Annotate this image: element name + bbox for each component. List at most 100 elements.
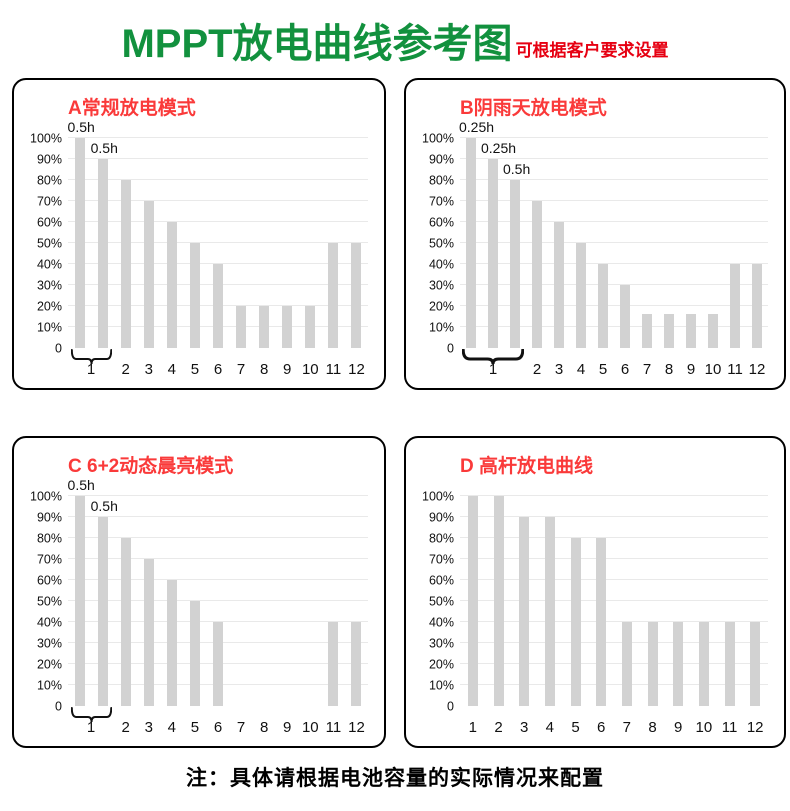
bar xyxy=(189,601,200,706)
x-tick-label: 11 xyxy=(325,719,342,736)
duration-annotation: 0.5h xyxy=(90,498,118,514)
bar xyxy=(213,622,223,706)
bar xyxy=(698,622,709,706)
y-tick-label: 70% xyxy=(428,193,454,208)
x-tick-label: 10 xyxy=(695,719,713,736)
gridline xyxy=(460,305,768,306)
hour1-group-brace xyxy=(71,349,112,365)
bar xyxy=(724,622,735,706)
y-tick-label: 10% xyxy=(428,319,454,334)
y-tick-label: 70% xyxy=(36,193,62,208)
y-axis: 100% 90% 80% 70% 60% 50% 40% 30% 20% 10% 0 xyxy=(22,132,68,354)
bar xyxy=(189,243,200,348)
bar xyxy=(97,159,108,348)
x-tick-label: 1 xyxy=(468,719,477,736)
gridline xyxy=(460,263,768,264)
y-tick-label: 40% xyxy=(36,256,62,271)
gridline xyxy=(68,158,368,159)
duration-annotation: 0.5h xyxy=(67,119,95,135)
x-tick-label: 6 xyxy=(213,361,223,378)
y-tick-label: 20% xyxy=(428,656,454,671)
gridline xyxy=(68,221,368,222)
x-tick-label: 2 xyxy=(121,361,130,378)
bar xyxy=(120,538,131,706)
x-tick-label: 7 xyxy=(622,719,631,736)
bar xyxy=(97,517,108,706)
bar xyxy=(213,264,223,348)
y-axis: 100% 90% 80% 70% 60% 50% 40% 30% 20% 10% 0 xyxy=(22,490,68,712)
bar xyxy=(143,559,154,706)
bar xyxy=(519,517,530,706)
x-tick-label: 12 xyxy=(348,361,365,378)
gridline xyxy=(460,537,768,538)
bar xyxy=(328,243,339,348)
y-tick-label: 70% xyxy=(428,551,454,566)
brace-icon xyxy=(462,349,524,365)
x-tick-label: 7 xyxy=(236,361,246,378)
y-tick-label: 0 xyxy=(55,698,62,713)
y-tick-label: 0 xyxy=(447,340,454,355)
y-tick-label: 20% xyxy=(428,298,454,313)
page: MPPT放电曲线参考图 可根据客户要求设置 A常规放电模式 100% 90% 80%… xyxy=(12,22,786,790)
gridline xyxy=(460,600,768,601)
x-tick-label: 12 xyxy=(748,361,766,378)
bar xyxy=(328,622,339,706)
gridline xyxy=(68,495,368,496)
gridline xyxy=(68,537,368,538)
y-tick-label: 50% xyxy=(36,593,62,608)
duration-annotation: 0.25h xyxy=(459,119,495,135)
y-tick-label: 50% xyxy=(36,235,62,250)
gridline xyxy=(460,326,768,327)
x-tick-label: 8 xyxy=(648,719,657,736)
page-subtitle: 可根据客户要求设置 xyxy=(515,41,669,60)
chart-title: B阴雨天放电模式 xyxy=(460,98,607,119)
gridline xyxy=(68,621,368,622)
bar xyxy=(570,538,581,706)
chart-area: 100% 90% 80% 70% 60% 50% 40% 30% 20% 10% 0 0.5h 0.5… xyxy=(22,478,368,735)
gridline xyxy=(68,137,368,138)
x-tick-label: 3 xyxy=(519,719,529,736)
chart-area: 100% 90% 80% 70% 60% 50% 40% 30% 20% 10% 0 0.25h 0.… xyxy=(414,120,768,377)
chart-title: C 6+2动态晨亮模式 xyxy=(68,456,234,477)
y-tick-label: 20% xyxy=(36,298,62,313)
brace-icon xyxy=(71,707,112,723)
brace-icon xyxy=(71,349,112,365)
x-tick-label: 5 xyxy=(598,361,608,378)
bar xyxy=(259,306,270,348)
bar xyxy=(143,201,154,348)
chart-panel-A: A常规放电模式 100% 90% 80% 70% 60% 50% 40% 30% 20% 10% 0… xyxy=(12,78,386,390)
bar xyxy=(282,306,293,348)
y-tick-label: 30% xyxy=(428,635,454,650)
bar xyxy=(642,314,652,348)
x-tick-label: 8 xyxy=(259,719,269,736)
gridline xyxy=(68,600,368,601)
y-tick-label: 50% xyxy=(428,593,454,608)
duration-annotation: 0.5h xyxy=(67,477,95,493)
gridline xyxy=(460,242,768,243)
gridline xyxy=(460,495,768,496)
gridline xyxy=(68,516,368,517)
y-tick-label: 90% xyxy=(428,151,454,166)
x-tick-label: 2 xyxy=(121,719,130,736)
gridline xyxy=(460,284,768,285)
gridline xyxy=(68,558,368,559)
hour1-group-brace xyxy=(71,707,112,723)
y-tick-label: 80% xyxy=(428,172,454,187)
y-tick-label: 30% xyxy=(36,635,62,650)
bar xyxy=(120,180,131,348)
y-tick-label: 40% xyxy=(428,256,454,271)
y-tick-label: 90% xyxy=(36,151,62,166)
x-tick-label: 5 xyxy=(190,361,200,378)
y-tick-label: 20% xyxy=(36,656,62,671)
bar xyxy=(305,306,316,348)
x-tick-label: 7 xyxy=(236,719,246,736)
x-tick-label: 5 xyxy=(571,719,580,736)
bar xyxy=(166,580,177,706)
x-tick-label: 9 xyxy=(283,719,292,736)
y-tick-label: 80% xyxy=(36,172,62,187)
bar xyxy=(686,314,696,348)
gridline xyxy=(460,621,768,622)
y-tick-label: 60% xyxy=(36,572,62,587)
x-tick-label: 8 xyxy=(259,361,269,378)
